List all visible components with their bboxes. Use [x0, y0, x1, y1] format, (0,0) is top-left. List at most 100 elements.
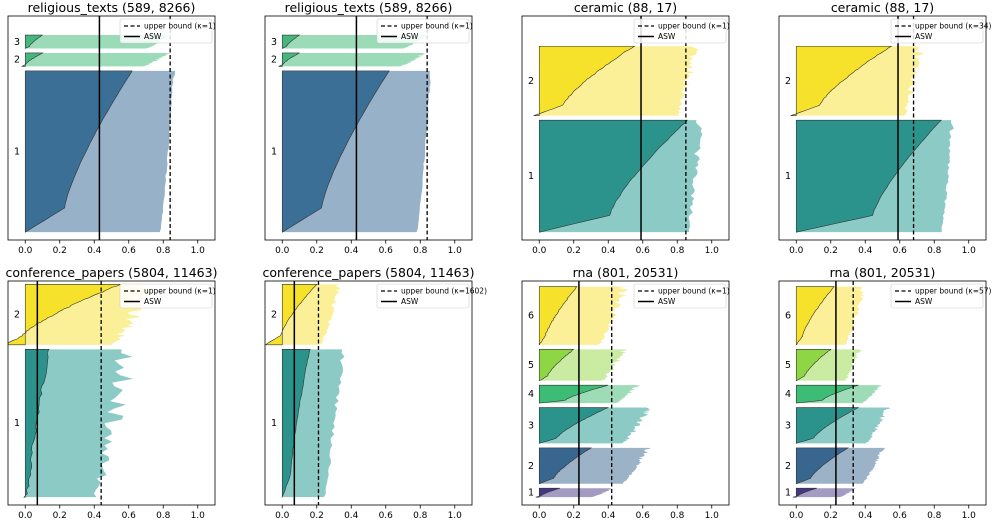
- x-tick-label: 0.2: [53, 246, 67, 256]
- cluster-2-label: 2: [14, 310, 20, 321]
- subplot-6: 1 2 0.0 0.2 0.4 0.6 0.8 1.0 conference_papers (5…: [263, 265, 488, 521]
- cluster-1-upper-bound-area: [25, 349, 133, 498]
- axes-frame: [778, 280, 987, 506]
- x-tick-label: 0.8: [413, 246, 428, 256]
- x-tick-label: 0.4: [87, 511, 102, 521]
- subplot-title: conference_papers (5804, 11463): [6, 265, 218, 280]
- plot-area: [21, 34, 176, 233]
- cluster-1-label: 1: [14, 147, 20, 158]
- cluster-2-silhouette: [278, 52, 300, 67]
- cluster-2-label: 2: [528, 461, 534, 472]
- x-tick-label: 0.6: [636, 246, 651, 256]
- cluster-4-silhouette: [795, 384, 859, 404]
- cluster-1-label: 1: [271, 418, 277, 429]
- x-tick-label: 0.0: [532, 246, 547, 256]
- legend: upper bound (κ=34)ASW: [890, 18, 992, 44]
- subplot-3: 1 2 0.0 0.2 0.4 0.6 0.8 1.0 ceramic (88, 17) uppe…: [521, 0, 730, 256]
- x-tick-label: 0.4: [601, 246, 616, 256]
- x-tick-label: 0.6: [893, 246, 908, 256]
- x-tick-label: 1.0: [191, 246, 206, 256]
- legend-upper-bound-label: upper bound (κ=1): [658, 287, 730, 296]
- cluster-5-label: 5: [785, 360, 791, 371]
- legend: upper bound (κ=1)ASW: [633, 18, 730, 44]
- x-tick-label: 0.0: [275, 511, 290, 521]
- legend-asw-label: ASW: [658, 32, 676, 41]
- legend-asw-label: ASW: [144, 32, 162, 41]
- subplot-8: 1 2 3 4 5 6 0.0 0.2 0.4 0.6 0.8 1.0 rna (801, 20531)…: [778, 265, 992, 521]
- x-tick-label: 0.8: [670, 246, 685, 256]
- cluster-3-label: 3: [785, 420, 791, 431]
- axes-frame: [264, 15, 473, 241]
- cluster-3-silhouette: [795, 407, 860, 444]
- cluster-1-label: 1: [785, 488, 791, 499]
- x-tick-label: 0.4: [344, 246, 359, 256]
- subplot-title: religious_texts (589, 8266): [285, 0, 453, 15]
- x-tick-label: 0.2: [824, 246, 838, 256]
- cluster-2-label: 2: [785, 461, 791, 472]
- cluster-1-upper-bound-area: [796, 488, 857, 498]
- cluster-1-silhouette: [538, 119, 688, 233]
- cluster-2-label: 2: [785, 76, 791, 87]
- x-tick-label: 1.0: [705, 511, 720, 521]
- cluster-5-label: 5: [528, 360, 534, 371]
- x-tick-label: 0.0: [789, 246, 804, 256]
- cluster-2-label: 2: [271, 55, 277, 66]
- cluster-6-silhouette: [538, 286, 578, 346]
- legend-asw-label: ASW: [915, 297, 933, 306]
- x-tick-label: 0.0: [18, 511, 33, 521]
- cluster-5-silhouette: [538, 349, 574, 381]
- cluster-3-silhouette: [24, 34, 43, 49]
- cluster-2-silhouette: [533, 45, 636, 116]
- cluster-5-silhouette: [795, 349, 832, 381]
- cluster-2-upper-bound-area: [282, 52, 427, 67]
- cluster-2-silhouette: [795, 447, 850, 485]
- cluster-3-silhouette: [281, 34, 301, 49]
- cluster-1-label: 1: [528, 171, 534, 182]
- x-tick-label: 0.4: [344, 511, 359, 521]
- legend-asw-label: ASW: [401, 297, 419, 306]
- legend-asw-label: ASW: [144, 297, 162, 306]
- x-tick-label: 0.6: [122, 246, 137, 256]
- subplot-title: ceramic (88, 17): [831, 0, 934, 15]
- plot-area: [533, 45, 703, 233]
- plot-area: [8, 284, 155, 498]
- subplot-4: 1 2 0.0 0.2 0.4 0.6 0.8 1.0 ceramic (88, 17) uppe…: [778, 0, 992, 256]
- cluster-1-silhouette: [795, 119, 942, 233]
- x-tick-label: 0.2: [824, 511, 838, 521]
- x-tick-label: 1.0: [962, 511, 977, 521]
- cluster-4-silhouette: [538, 384, 609, 404]
- cluster-3-label: 3: [271, 37, 277, 48]
- cluster-2-silhouette: [790, 45, 893, 116]
- x-tick-label: 0.4: [858, 246, 873, 256]
- legend-upper-bound-label: upper bound (κ=1602): [401, 287, 487, 296]
- subplot-title: rna (801, 20531): [573, 265, 679, 280]
- legend-asw-label: ASW: [915, 32, 933, 41]
- cluster-1-silhouette: [792, 487, 817, 498]
- cluster-1-upper-bound-area: [539, 488, 614, 498]
- cluster-3-label: 3: [528, 420, 534, 431]
- cluster-2-label: 2: [528, 76, 534, 87]
- legend: upper bound (κ=1602)ASW: [376, 283, 487, 309]
- x-tick-label: 0.2: [53, 511, 67, 521]
- legend-upper-bound-label: upper bound (κ=57): [915, 287, 992, 296]
- plot-area: [535, 286, 651, 498]
- cluster-1-label: 1: [528, 488, 534, 499]
- legend-upper-bound-label: upper bound (κ=1): [144, 287, 216, 296]
- x-tick-label: 0.2: [310, 246, 324, 256]
- x-tick-label: 0.4: [858, 511, 873, 521]
- cluster-4-label: 4: [785, 389, 791, 400]
- subplot-5: 1 2 0.0 0.2 0.4 0.6 0.8 1.0 conference_papers (5…: [6, 265, 218, 521]
- cluster-1-silhouette: [281, 349, 311, 498]
- legend: upper bound (κ=1)ASW: [119, 283, 216, 309]
- x-tick-label: 1.0: [448, 246, 463, 256]
- subplot-title: conference_papers (5804, 11463): [263, 265, 475, 280]
- x-tick-label: 0.0: [18, 246, 33, 256]
- x-tick-label: 0.6: [379, 511, 394, 521]
- cluster-3-label: 3: [14, 37, 20, 48]
- cluster-2-silhouette: [21, 52, 44, 67]
- axes-frame: [7, 15, 216, 241]
- cluster-2-label: 2: [14, 55, 20, 66]
- cluster-6-label: 6: [528, 311, 534, 322]
- x-tick-label: 0.6: [893, 511, 908, 521]
